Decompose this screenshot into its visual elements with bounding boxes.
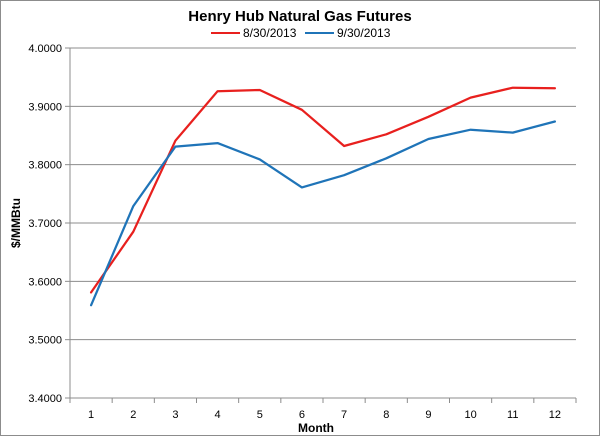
y-tick-label: 3.4000 <box>28 393 62 405</box>
y-axis-label: $/MMBtu <box>9 198 23 248</box>
y-tick-label: 3.6000 <box>28 276 62 288</box>
y-tick-label: 3.8000 <box>28 160 62 172</box>
x-tick-label: 1 <box>88 409 94 421</box>
x-tick-label: 5 <box>257 409 263 421</box>
y-axis-tick-labels: 3.4000 3.5000 3.6000 3.7000 3.8000 3.9000 4.00… <box>28 43 62 405</box>
series-line-8-30-2013 <box>89 86 557 294</box>
y-tick-label: 3.9000 <box>28 101 62 113</box>
chart-title: Henry Hub Natural Gas Futures <box>188 8 411 25</box>
y-tick-label: 3.7000 <box>28 218 62 230</box>
legend-label-9-30-2013: 9/30/2013 <box>337 26 391 40</box>
x-tick-label: 8 <box>383 409 389 421</box>
x-tick-label: 3 <box>172 409 178 421</box>
x-tick-label: 4 <box>215 409 221 421</box>
series-line-9-30-2013 <box>89 120 557 307</box>
legend-label-8-30-2013: 8/30/2013 <box>243 26 297 40</box>
x-tick-label: 6 <box>299 409 305 421</box>
y-tick-label: 4.0000 <box>28 43 62 55</box>
x-tick-label: 11 <box>507 409 518 421</box>
series-lines <box>89 86 557 307</box>
x-tick-label: 12 <box>549 409 561 421</box>
axes <box>65 47 577 403</box>
gridlines <box>70 47 576 399</box>
x-tick-label: 9 <box>425 409 431 421</box>
x-axis-label: Month <box>298 421 334 435</box>
x-tick-label: 7 <box>341 409 347 421</box>
x-tick-label: 2 <box>130 409 136 421</box>
y-tick-label: 3.5000 <box>28 335 62 347</box>
x-axis-tick-labels: 1 2 3 4 5 6 7 8 9 10 11 12 <box>88 409 561 421</box>
x-tick-label: 10 <box>464 409 476 421</box>
legend: 8/30/2013 9/30/2013 <box>211 26 391 40</box>
